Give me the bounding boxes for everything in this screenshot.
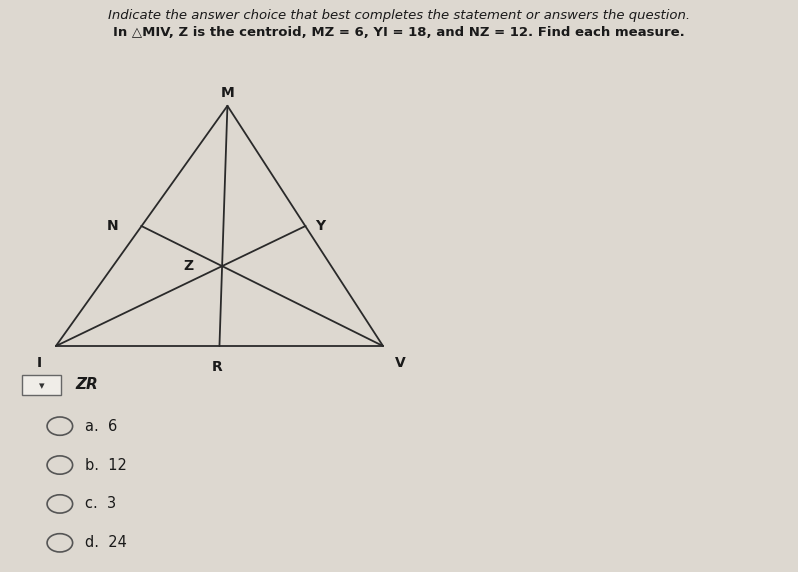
Text: d.  24: d. 24 — [85, 535, 127, 550]
Text: c.  3: c. 3 — [85, 496, 117, 511]
Text: M: M — [220, 86, 235, 100]
Text: a.  6: a. 6 — [85, 419, 117, 434]
Text: Indicate the answer choice that best completes the statement or answers the ques: Indicate the answer choice that best com… — [108, 9, 690, 22]
Text: ZR: ZR — [75, 377, 98, 392]
Text: I: I — [37, 356, 41, 370]
Text: V: V — [395, 356, 405, 370]
Text: In △MIV, Z is the centroid, MZ = 6, YI = 18, and NZ = 12. Find each measure.: In △MIV, Z is the centroid, MZ = 6, YI =… — [113, 26, 685, 39]
Text: ▾: ▾ — [38, 381, 45, 391]
FancyBboxPatch shape — [22, 375, 61, 395]
Text: b.  12: b. 12 — [85, 458, 127, 472]
Text: Z: Z — [184, 259, 194, 272]
Text: Y: Y — [315, 219, 326, 233]
Text: N: N — [106, 219, 118, 233]
Text: R: R — [211, 360, 223, 374]
